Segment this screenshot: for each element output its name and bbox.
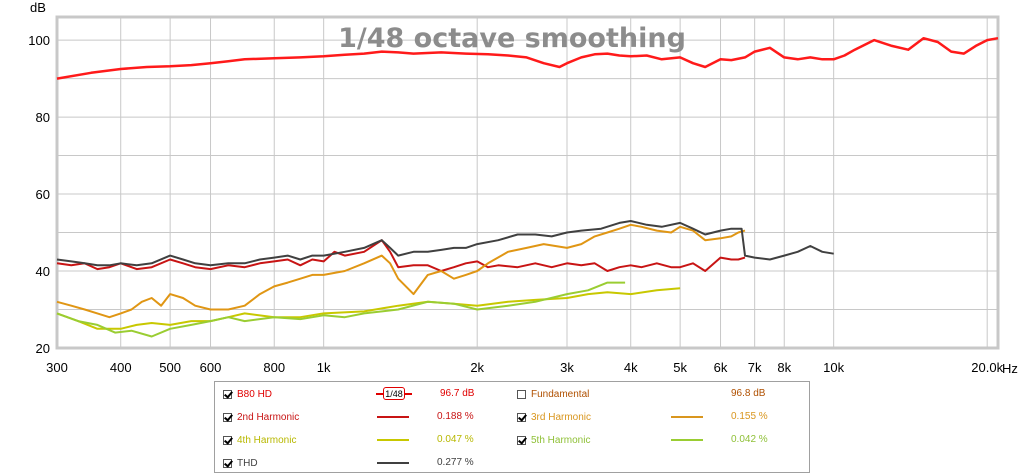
grid xyxy=(56,17,998,348)
x-tick-label: 600 xyxy=(200,360,222,375)
y-tick-label: 20 xyxy=(36,341,50,356)
x-tick-label: 6k xyxy=(714,360,728,375)
legend-value: 96.8 dB xyxy=(731,388,766,399)
x-tick-label: 400 xyxy=(110,360,132,375)
x-axis: 300 400 500 600 800 1k 2k 3k 4k 5k 6k 7k 8k 10k 20.0k xyxy=(46,360,1003,375)
legend-checkbox[interactable] xyxy=(517,389,526,399)
legend-value: 0.047 % xyxy=(437,434,474,445)
legend-value: 96.7 dB xyxy=(440,388,475,399)
x-tick-label: 500 xyxy=(159,360,181,375)
legend-checkbox[interactable] xyxy=(223,412,232,422)
legend-swatch xyxy=(671,439,703,441)
series-line-5th-harmonic xyxy=(56,281,626,338)
legend-item-b80-hd[interactable]: B80 HD xyxy=(223,386,272,402)
y-tick-label: 80 xyxy=(36,110,50,125)
y-tick-label: 100 xyxy=(28,33,50,48)
x-tick-label: 4k xyxy=(624,360,638,375)
y-tick-label: 60 xyxy=(36,187,50,202)
x-tick-label: 2k xyxy=(470,360,484,375)
legend-item-3rd-harmonic[interactable]: 3rd Harmonic xyxy=(517,409,591,425)
series-line-2nd-harmonic xyxy=(56,239,746,272)
smoothing-indicator[interactable]: 1/48 xyxy=(376,387,412,400)
x-tick-label: 7k xyxy=(748,360,762,375)
legend-swatch xyxy=(377,416,409,418)
x-tick-label: 10k xyxy=(823,360,844,375)
series-line-thd xyxy=(56,220,834,267)
legend-value: 0.277 % xyxy=(437,457,474,468)
legend-label: 3rd Harmonic xyxy=(531,411,592,423)
legend-checkbox[interactable] xyxy=(517,435,526,445)
legend-checkbox[interactable] xyxy=(223,458,232,468)
series-line-b80-hd xyxy=(56,36,999,80)
legend-checkbox[interactable] xyxy=(517,412,526,422)
series-layer xyxy=(56,36,999,338)
y-axis-label: dB xyxy=(30,0,46,15)
series-line-4th-harmonic xyxy=(56,287,681,330)
legend-swatch xyxy=(377,439,409,441)
series-line-3rd-harmonic xyxy=(56,223,746,319)
legend: B80 HD 1/48 96.7 dB Fundamental 96.8 dB … xyxy=(214,381,810,473)
legend-item-thd[interactable]: THD xyxy=(223,455,258,471)
x-tick-label: 3k xyxy=(560,360,574,375)
legend-swatch xyxy=(377,462,409,464)
legend-label: 2nd Harmonic xyxy=(237,411,300,423)
legend-item-2nd-harmonic[interactable]: 2nd Harmonic xyxy=(223,409,299,425)
x-axis-unit: Hz xyxy=(1002,361,1018,376)
y-axis: 20 40 60 80 100 xyxy=(28,33,50,356)
legend-label: THD xyxy=(237,457,258,469)
x-tick-label: 8k xyxy=(777,360,791,375)
legend-item-4th-harmonic[interactable]: 4th Harmonic xyxy=(223,432,296,448)
legend-label: Fundamental xyxy=(531,388,590,400)
legend-value: 0.155 % xyxy=(731,411,768,422)
legend-swatch xyxy=(671,416,703,418)
y-tick-label: 40 xyxy=(36,264,50,279)
chart: 300 400 500 600 800 1k 2k 3k 4k 5k 6k 7k 8k 10k 20.0k … xyxy=(28,0,1018,376)
legend-value: 0.188 % xyxy=(437,411,474,422)
chart-title: 1/48 octave smoothing xyxy=(338,23,686,54)
legend-label: B80 HD xyxy=(237,388,273,400)
x-tick-label: 800 xyxy=(263,360,285,375)
plot-area xyxy=(55,15,1000,350)
x-tick-label: 20.0k xyxy=(971,360,1003,375)
legend-item-5th-harmonic[interactable]: 5th Harmonic xyxy=(517,432,590,448)
x-tick-label: 300 xyxy=(46,360,68,375)
x-tick-label: 5k xyxy=(673,360,687,375)
legend-checkbox[interactable] xyxy=(223,435,232,445)
legend-label: 4th Harmonic xyxy=(237,434,297,446)
legend-value: 0.042 % xyxy=(731,434,768,445)
legend-checkbox[interactable] xyxy=(223,389,232,399)
legend-item-fundamental[interactable]: Fundamental xyxy=(517,386,589,402)
legend-label: 5th Harmonic xyxy=(531,434,591,446)
x-tick-label: 1k xyxy=(317,360,331,375)
